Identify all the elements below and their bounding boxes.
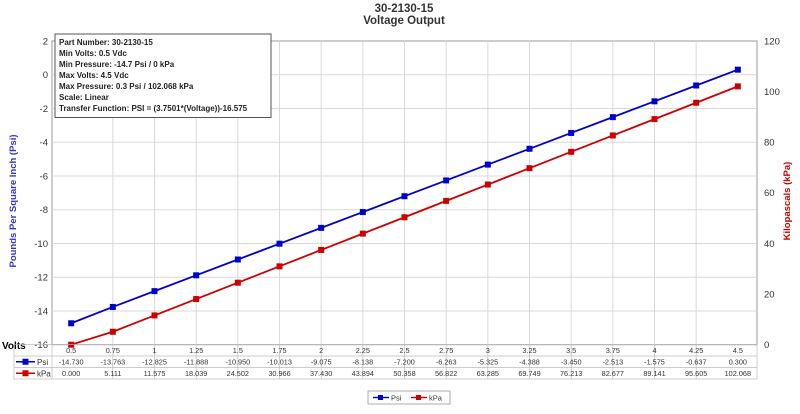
svg-text:kPa: kPa <box>429 393 443 402</box>
svg-text:0.000: 0.000 <box>62 369 80 378</box>
svg-text:-2.513: -2.513 <box>602 357 623 366</box>
svg-text:76.213: 76.213 <box>560 369 582 378</box>
svg-text:0.75: 0.75 <box>106 346 120 355</box>
svg-text:30-2130-15: 30-2130-15 <box>375 3 434 15</box>
svg-text:11.575: 11.575 <box>144 369 166 378</box>
svg-text:-4.388: -4.388 <box>519 357 540 366</box>
svg-text:3.75: 3.75 <box>606 346 620 355</box>
svg-text:37.430: 37.430 <box>310 369 332 378</box>
svg-text:1: 1 <box>152 346 156 355</box>
svg-text:1.75: 1.75 <box>272 346 286 355</box>
svg-text:2: 2 <box>43 36 48 47</box>
svg-text:120: 120 <box>764 36 780 47</box>
svg-text:-16: -16 <box>34 340 48 351</box>
svg-text:-2: -2 <box>40 104 48 115</box>
svg-text:2: 2 <box>319 346 323 355</box>
svg-text:18.039: 18.039 <box>185 369 207 378</box>
svg-text:3.25: 3.25 <box>522 346 536 355</box>
svg-text:Psi: Psi <box>37 358 48 367</box>
svg-text:1.5: 1.5 <box>233 346 243 355</box>
svg-text:2.5: 2.5 <box>399 346 409 355</box>
svg-text:20: 20 <box>764 289 775 300</box>
svg-text:80: 80 <box>764 138 775 149</box>
svg-text:0: 0 <box>43 70 48 81</box>
svg-text:-10: -10 <box>34 239 48 250</box>
svg-text:3: 3 <box>486 346 490 355</box>
svg-text:3.5: 3.5 <box>566 346 576 355</box>
svg-text:Min Pressure: -14.7 Psi / 0 kP: Min Pressure: -14.7 Psi / 0 kPa <box>59 60 175 69</box>
svg-text:56.822: 56.822 <box>435 369 457 378</box>
svg-text:4.25: 4.25 <box>689 346 703 355</box>
svg-text:-1.575: -1.575 <box>644 357 665 366</box>
svg-text:-14.730: -14.730 <box>59 357 84 366</box>
svg-text:-11.888: -11.888 <box>184 357 208 366</box>
svg-text:4.5: 4.5 <box>733 346 743 355</box>
svg-text:-0.637: -0.637 <box>686 357 707 366</box>
svg-text:-13.763: -13.763 <box>100 357 125 366</box>
svg-text:Kilopascals (kPa): Kilopascals (kPa) <box>782 162 793 241</box>
svg-text:30.966: 30.966 <box>268 369 290 378</box>
svg-text:kPa: kPa <box>37 369 51 378</box>
svg-text:1.25: 1.25 <box>189 346 203 355</box>
svg-text:95.605: 95.605 <box>685 369 707 378</box>
svg-text:Part Number: 30-2130-15: Part Number: 30-2130-15 <box>59 38 153 47</box>
svg-text:Voltage Output: Voltage Output <box>363 15 445 27</box>
svg-text:2.75: 2.75 <box>439 346 453 355</box>
svg-text:43.894: 43.894 <box>352 369 374 378</box>
svg-text:2.25: 2.25 <box>356 346 370 355</box>
svg-text:60: 60 <box>764 188 775 199</box>
svg-text:-6.263: -6.263 <box>436 357 457 366</box>
svg-text:-7.200: -7.200 <box>394 357 415 366</box>
svg-text:Max Pressure: 0.3 Psi / 102.06: Max Pressure: 0.3 Psi / 102.068 kPa <box>59 82 194 91</box>
svg-text:Min Volts: 0.5 Vdc: Min Volts: 0.5 Vdc <box>59 49 127 58</box>
svg-text:89.141: 89.141 <box>643 369 665 378</box>
svg-text:102.068: 102.068 <box>725 369 751 378</box>
svg-text:0.300: 0.300 <box>729 357 747 366</box>
svg-text:0.5: 0.5 <box>66 346 76 355</box>
svg-text:-8.138: -8.138 <box>352 357 373 366</box>
svg-text:-9.075: -9.075 <box>311 357 332 366</box>
svg-text:-4: -4 <box>40 138 48 149</box>
svg-text:5.111: 5.111 <box>104 369 121 378</box>
svg-text:-14: -14 <box>34 306 48 317</box>
svg-text:-10.950: -10.950 <box>225 357 250 366</box>
svg-text:40: 40 <box>764 239 775 250</box>
svg-text:100: 100 <box>764 87 780 98</box>
svg-text:Pounds Per Square Inch (Psi): Pounds Per Square Inch (Psi) <box>8 134 19 267</box>
svg-text:-12: -12 <box>34 273 48 284</box>
svg-text:82.677: 82.677 <box>602 369 624 378</box>
svg-text:50.358: 50.358 <box>393 369 415 378</box>
svg-text:-3.450: -3.450 <box>561 357 582 366</box>
svg-text:63.285: 63.285 <box>477 369 499 378</box>
svg-text:-5.325: -5.325 <box>477 357 498 366</box>
svg-text:-6: -6 <box>40 171 48 182</box>
svg-text:4: 4 <box>652 346 656 355</box>
svg-text:24.502: 24.502 <box>227 369 249 378</box>
svg-text:0: 0 <box>764 340 769 351</box>
svg-text:Psi: Psi <box>391 393 402 402</box>
svg-text:-12.825: -12.825 <box>142 357 167 366</box>
svg-text:-10.013: -10.013 <box>267 357 292 366</box>
svg-text:Scale: Linear: Scale: Linear <box>59 93 109 102</box>
svg-text:Max Volts: 4.5 Vdc: Max Volts: 4.5 Vdc <box>59 71 129 80</box>
svg-text:69.749: 69.749 <box>518 369 540 378</box>
svg-text:-8: -8 <box>40 205 48 216</box>
svg-text:Transfer Function: PSI = (3.75: Transfer Function: PSI = (3.7501*(Voltag… <box>59 104 248 113</box>
